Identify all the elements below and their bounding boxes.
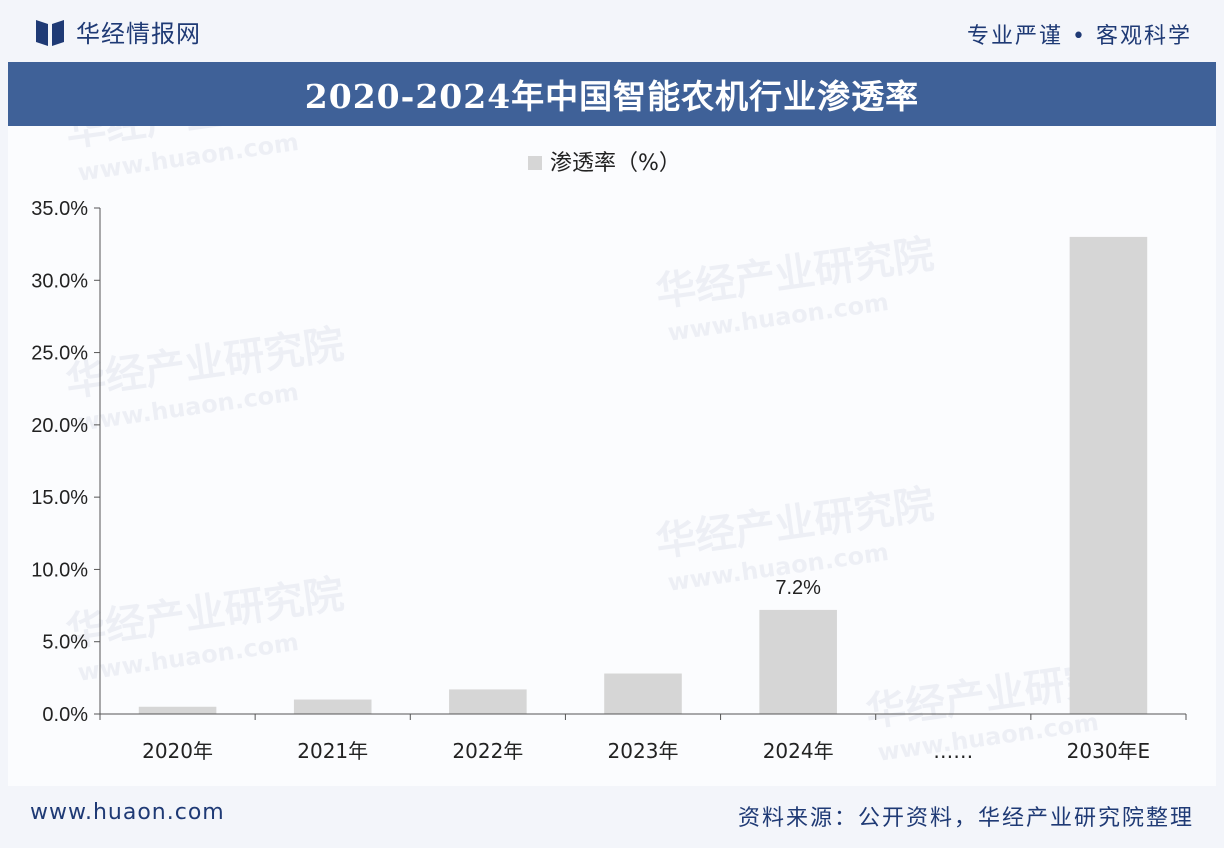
legend-swatch [528,156,542,170]
bar-2030年E [1069,236,1148,714]
watermark-layer: 华经产业研究院www.huaon.com华经产业研究院www.huaon.com… [63,126,1147,767]
chart-title: 2020-2024年中国智能农机行业渗透率 [304,77,920,116]
y-tick-label: 10.0% [31,559,88,581]
y-tick-label: 35.0% [31,198,88,220]
brand-logo-icon [36,19,64,46]
bar-2022年 [449,689,527,714]
x-category-label: 2023年 [608,739,679,763]
title-band: 2020-2024年中国智能农机行业渗透率 [8,62,1216,126]
x-category-label: 2024年 [763,739,834,763]
y-tick-label: 25.0% [31,343,88,365]
x-category-label: 2022年 [452,739,523,763]
bar-2024年 [759,609,837,714]
brand-name: 华经情报网 [76,20,201,48]
bar-2020年 [138,706,217,714]
brand: 华经情报网 [34,14,201,49]
footer: www.huaon.com 资料来源：公开资料，华经产业研究院整理 [0,786,1224,848]
bars: 7.2% [138,236,1148,714]
x-category-label: 2030年E [1067,739,1151,763]
slogan: 专业严谨 • 客观科学 [967,24,1192,49]
chart-area: 华经产业研究院www.huaon.com华经产业研究院www.huaon.com… [8,126,1216,786]
y-tick-label: 0.0% [42,704,88,726]
bar-2021年 [293,699,372,714]
x-category-label: 2020年 [142,739,213,763]
x-axis: 2020年 2021年 2022年 2023年 2024年 …… 2030年E [99,713,1187,763]
x-category-label: 2021年 [297,739,368,763]
bar-2023年 [604,673,682,714]
x-category-label: …… [933,739,973,763]
footer-url: www.huaon.com [30,800,225,825]
y-tick-label: 15.0% [31,487,88,509]
bar-chart: 华经产业研究院www.huaon.com华经产业研究院www.huaon.com… [31,126,1187,767]
top-bar: 华经情报网 专业严谨 • 客观科学 [0,0,1224,62]
data-label: 7.2% [775,577,821,599]
footer-source: 资料来源：公开资料，华经产业研究院整理 [737,806,1194,831]
y-axis: 0.0% 5.0% 10.0% 15.0% 20.0% 25.0% 30.0% 35.0% [31,198,101,726]
y-tick-label: 5.0% [42,632,88,654]
y-tick-label: 30.0% [31,270,88,292]
legend: 渗透率（%） [528,151,681,176]
legend-label: 渗透率（%） [550,151,681,176]
y-tick-label: 20.0% [31,415,88,437]
